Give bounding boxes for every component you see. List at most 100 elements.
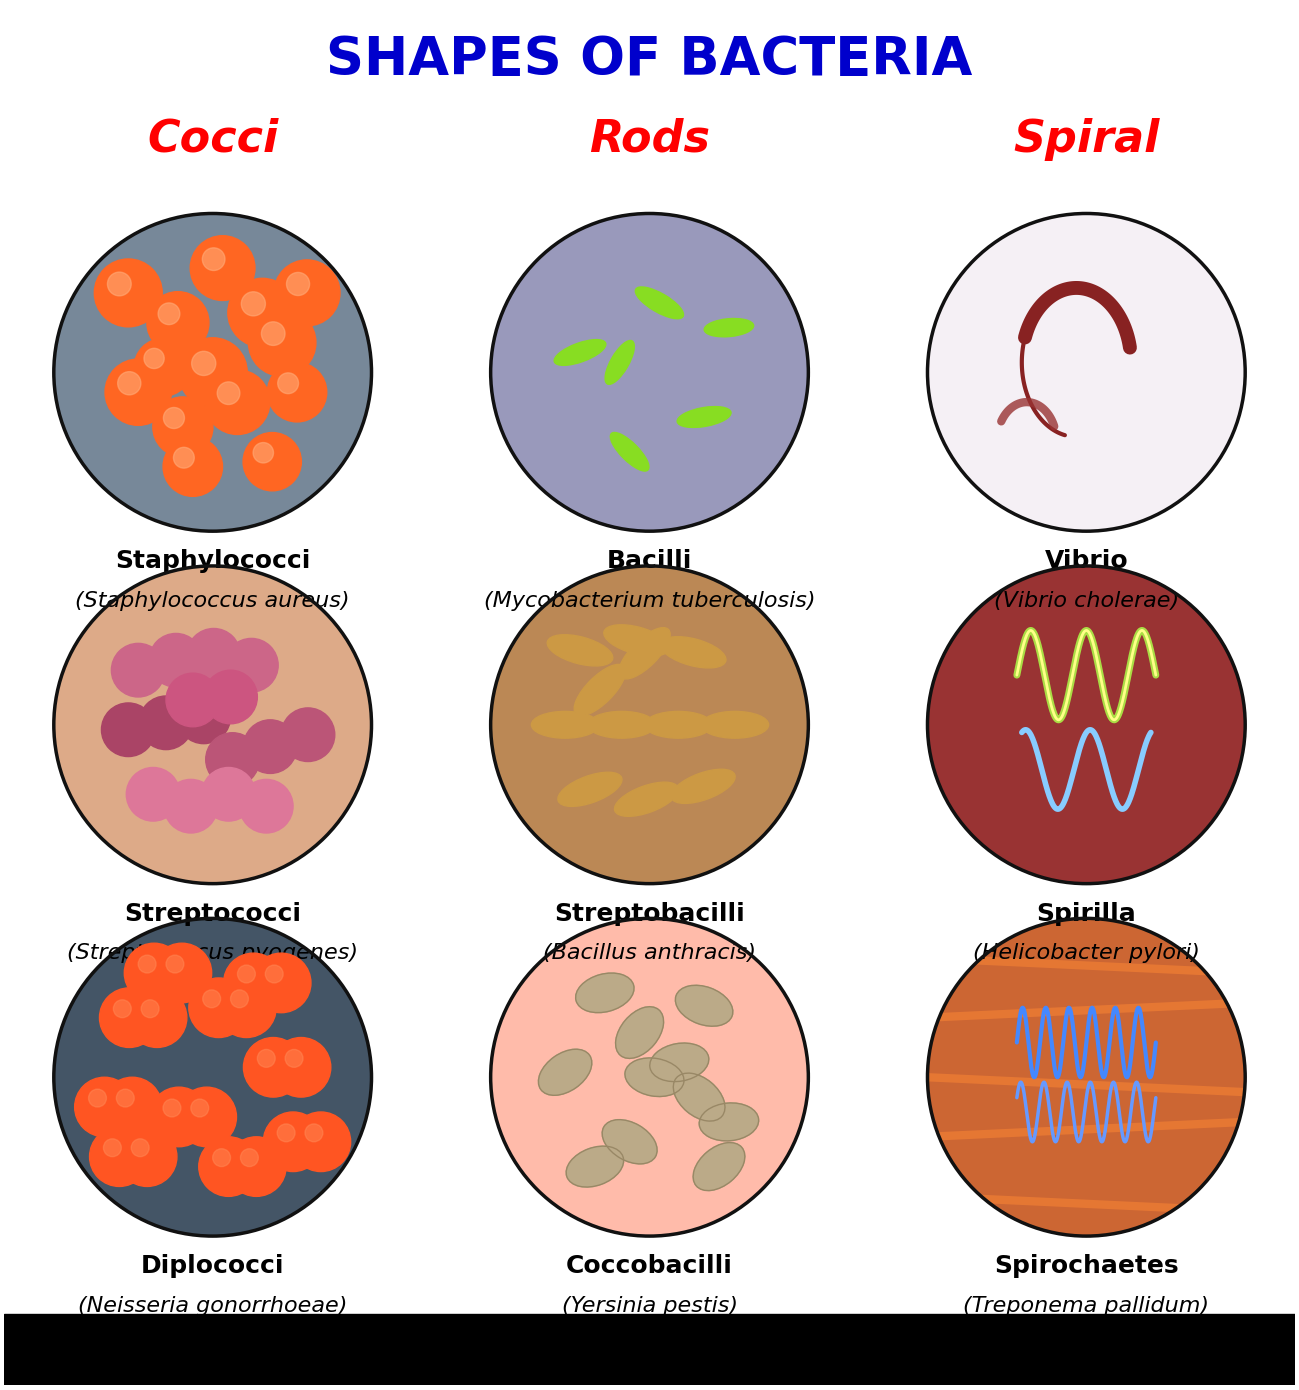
Circle shape bbox=[105, 359, 171, 425]
Circle shape bbox=[226, 1137, 286, 1197]
Ellipse shape bbox=[605, 341, 634, 385]
Text: SHAPES OF BACTERIA: SHAPES OF BACTERIA bbox=[326, 33, 973, 86]
Circle shape bbox=[203, 247, 225, 271]
Ellipse shape bbox=[616, 1006, 664, 1058]
Circle shape bbox=[131, 1138, 149, 1156]
Ellipse shape bbox=[603, 1120, 657, 1163]
Circle shape bbox=[217, 382, 240, 404]
Ellipse shape bbox=[614, 783, 678, 816]
Ellipse shape bbox=[618, 628, 670, 678]
Circle shape bbox=[53, 214, 372, 531]
Circle shape bbox=[118, 371, 140, 395]
Text: alamy: alamy bbox=[53, 1340, 120, 1359]
Circle shape bbox=[164, 407, 184, 428]
Circle shape bbox=[90, 1127, 149, 1187]
Ellipse shape bbox=[531, 712, 599, 738]
Ellipse shape bbox=[677, 407, 731, 428]
Text: Staphylococci: Staphylococci bbox=[116, 549, 310, 573]
Circle shape bbox=[230, 990, 248, 1008]
Circle shape bbox=[126, 767, 179, 821]
Text: (Yersinia pestis): (Yersinia pestis) bbox=[561, 1295, 738, 1316]
Circle shape bbox=[252, 954, 310, 1013]
Circle shape bbox=[53, 919, 372, 1236]
Circle shape bbox=[177, 1087, 236, 1147]
Circle shape bbox=[204, 670, 257, 724]
Ellipse shape bbox=[588, 712, 656, 738]
Circle shape bbox=[264, 1112, 323, 1172]
Ellipse shape bbox=[699, 1102, 759, 1141]
Circle shape bbox=[158, 303, 179, 325]
Text: Streptococci: Streptococci bbox=[125, 902, 301, 926]
Text: Cocci: Cocci bbox=[147, 118, 278, 160]
Circle shape bbox=[166, 955, 184, 973]
Circle shape bbox=[927, 566, 1246, 884]
Ellipse shape bbox=[704, 318, 753, 336]
Ellipse shape bbox=[694, 1143, 744, 1191]
Text: (Bacillus anthracis): (Bacillus anthracis) bbox=[543, 944, 756, 963]
Circle shape bbox=[305, 1125, 323, 1141]
Text: Coccobacilli: Coccobacilli bbox=[566, 1254, 733, 1277]
Circle shape bbox=[927, 919, 1246, 1236]
Circle shape bbox=[153, 398, 213, 457]
Ellipse shape bbox=[701, 712, 769, 738]
Circle shape bbox=[134, 338, 192, 396]
Circle shape bbox=[491, 214, 808, 531]
Text: Spirochaetes: Spirochaetes bbox=[994, 1254, 1178, 1277]
Circle shape bbox=[117, 1127, 177, 1187]
Text: Image ID: PA6G9X: Image ID: PA6G9X bbox=[1131, 1329, 1246, 1341]
Ellipse shape bbox=[557, 773, 622, 806]
Circle shape bbox=[166, 673, 220, 727]
Circle shape bbox=[205, 733, 260, 787]
Circle shape bbox=[225, 638, 278, 692]
Circle shape bbox=[268, 363, 327, 423]
Circle shape bbox=[243, 432, 301, 491]
Text: (Mycobacterium tuberculosis): (Mycobacterium tuberculosis) bbox=[483, 591, 816, 610]
Ellipse shape bbox=[672, 769, 735, 803]
Circle shape bbox=[127, 988, 187, 1048]
Circle shape bbox=[203, 990, 221, 1008]
Text: Vibrio: Vibrio bbox=[1044, 549, 1128, 573]
Circle shape bbox=[152, 944, 212, 1002]
Circle shape bbox=[927, 919, 1246, 1236]
Circle shape bbox=[162, 1099, 181, 1118]
Ellipse shape bbox=[574, 664, 626, 716]
Circle shape bbox=[281, 708, 335, 762]
Circle shape bbox=[188, 979, 248, 1037]
Text: (Treponema pallidum): (Treponema pallidum) bbox=[964, 1295, 1209, 1316]
Ellipse shape bbox=[555, 339, 605, 366]
Circle shape bbox=[112, 644, 165, 696]
Circle shape bbox=[149, 1087, 209, 1147]
Circle shape bbox=[248, 309, 316, 377]
Circle shape bbox=[927, 214, 1246, 531]
Ellipse shape bbox=[675, 986, 733, 1026]
Circle shape bbox=[164, 436, 222, 496]
Circle shape bbox=[142, 999, 158, 1017]
Ellipse shape bbox=[566, 1147, 624, 1187]
Circle shape bbox=[139, 696, 192, 749]
Circle shape bbox=[261, 322, 284, 346]
Circle shape bbox=[103, 1077, 162, 1137]
Circle shape bbox=[491, 566, 808, 884]
Text: Streptobacilli: Streptobacilli bbox=[555, 902, 744, 926]
Circle shape bbox=[164, 780, 218, 833]
Circle shape bbox=[242, 292, 265, 316]
Ellipse shape bbox=[644, 712, 712, 738]
Circle shape bbox=[88, 1090, 107, 1106]
Circle shape bbox=[147, 292, 209, 353]
Ellipse shape bbox=[538, 1049, 592, 1095]
Circle shape bbox=[104, 1138, 121, 1156]
Ellipse shape bbox=[604, 624, 669, 656]
Text: Bacilli: Bacilli bbox=[607, 549, 692, 573]
Circle shape bbox=[491, 214, 808, 531]
Circle shape bbox=[239, 780, 294, 833]
Circle shape bbox=[101, 703, 155, 756]
Circle shape bbox=[238, 965, 256, 983]
Circle shape bbox=[287, 272, 309, 296]
Ellipse shape bbox=[635, 286, 683, 318]
Text: (Helicobacter pylori): (Helicobacter pylori) bbox=[973, 944, 1200, 963]
Text: (Neisseria gonorrhoeae): (Neisseria gonorrhoeae) bbox=[78, 1295, 347, 1316]
Circle shape bbox=[53, 566, 372, 884]
Ellipse shape bbox=[660, 637, 726, 669]
Circle shape bbox=[144, 349, 164, 368]
Circle shape bbox=[187, 628, 240, 682]
